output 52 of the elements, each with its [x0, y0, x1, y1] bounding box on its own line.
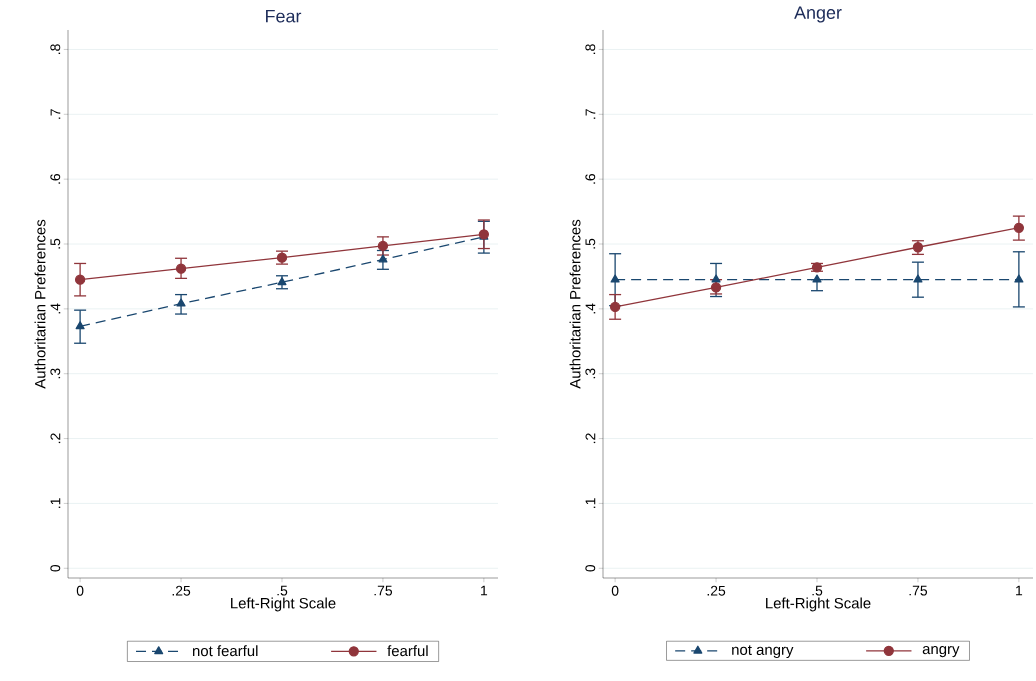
x-tick-label: 1 [481, 585, 488, 596]
point [75, 321, 85, 330]
y-axis-title: Authoritarian Preferences [34, 219, 46, 389]
y-tick-label: .4 [50, 303, 61, 314]
point [377, 240, 389, 252]
x-tick-label: .25 [172, 585, 191, 596]
y-tick-label: .7 [585, 109, 596, 119]
y-tick-label: .1 [50, 498, 61, 508]
y-tick-label: .3 [585, 368, 596, 379]
point [74, 274, 86, 285]
y-tick-label: .3 [50, 368, 61, 379]
y-tick-label: .2 [50, 433, 61, 444]
y-tick-label: .8 [585, 44, 596, 54]
point [277, 277, 287, 286]
point [1014, 274, 1024, 283]
legend-label: not fearful [193, 645, 258, 657]
y-tick-label: 0 [585, 564, 596, 572]
point [711, 274, 721, 283]
point [812, 274, 822, 283]
y-tick-label: .4 [585, 303, 596, 314]
point [913, 274, 923, 283]
y-axis-title: Authoritarian Preferences [569, 219, 581, 389]
chart-title: Fear [266, 9, 302, 23]
point [609, 301, 621, 313]
legend-label: not angry [732, 645, 794, 658]
y-tick-label: .5 [585, 238, 596, 249]
y-tick-label: .5 [50, 238, 61, 249]
y-tick-label: .7 [50, 109, 61, 119]
point [610, 274, 620, 283]
y-tick-label: .2 [585, 433, 596, 444]
y-tick-label: 0 [50, 564, 61, 572]
y-tick-label: .8 [50, 44, 61, 54]
x-tick-label: .5 [812, 585, 823, 596]
x-tick-label: 0 [76, 585, 84, 596]
point [378, 254, 388, 263]
y-tick-label: .6 [585, 173, 596, 184]
x-tick-label: .75 [374, 585, 393, 596]
x-tick-label: .5 [277, 585, 288, 596]
point [175, 263, 187, 274]
x-tick-label: 0 [611, 585, 619, 596]
legend-label: angry [922, 646, 960, 658]
point [1013, 222, 1025, 233]
x-tick-label: 1 [1016, 585, 1023, 596]
y-tick-label: .6 [50, 173, 61, 184]
x-tick-label: .25 [707, 585, 726, 596]
x-axis-title: Left-Right Scale [766, 597, 871, 612]
x-tick-label: .75 [909, 585, 928, 596]
point [176, 298, 186, 307]
legend-label: fearful [387, 645, 428, 657]
x-axis-title: Left-Right Scale [231, 597, 336, 612]
chart-title: Anger [794, 6, 842, 23]
y-tick-label: .1 [585, 498, 596, 508]
